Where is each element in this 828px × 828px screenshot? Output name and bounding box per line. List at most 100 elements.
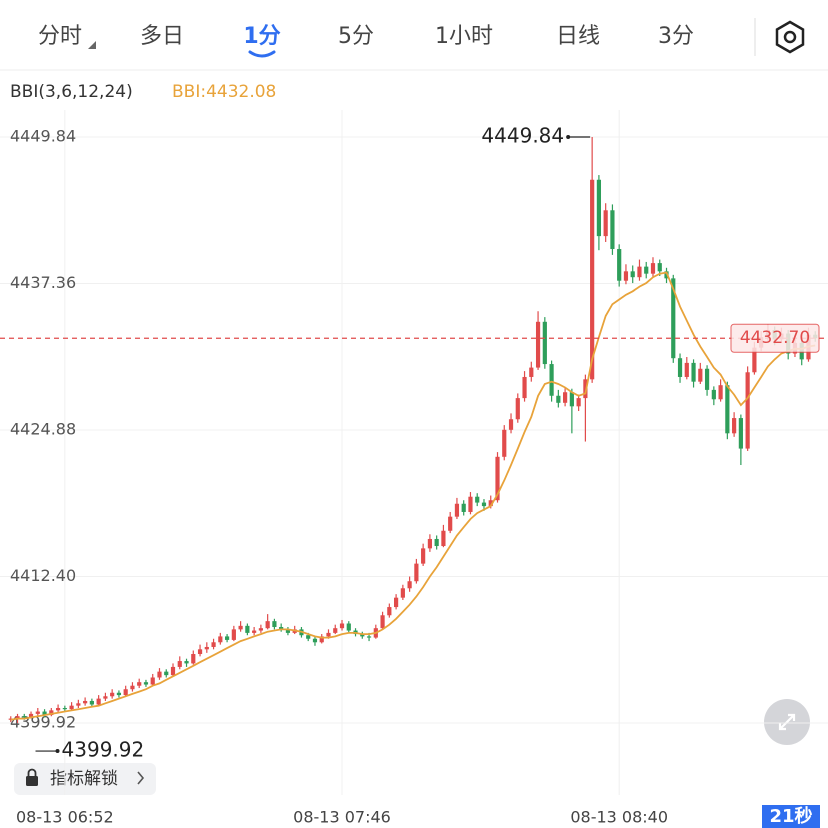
current-price-box	[730, 323, 820, 353]
candle-body	[488, 500, 493, 507]
candle-body	[22, 716, 27, 718]
candle-body	[563, 392, 568, 403]
candle-body	[529, 367, 534, 377]
candle-body	[333, 628, 338, 633]
candle-body	[515, 398, 520, 420]
min-label: 4399.92	[62, 738, 145, 762]
candle-body	[42, 711, 47, 716]
candle-body	[671, 278, 676, 359]
x-tick-label: 08-13 06:52	[16, 808, 114, 827]
tab[interactable]: 日线	[556, 24, 600, 49]
candle-body	[339, 623, 345, 629]
candle-body	[130, 685, 135, 690]
candle-body	[76, 703, 81, 706]
tab[interactable]: 分时	[38, 24, 82, 49]
candle-body	[272, 621, 277, 628]
candle-body	[448, 516, 453, 531]
candle-body	[380, 615, 385, 629]
candle-body	[360, 634, 365, 637]
candle-body	[346, 623, 351, 631]
countdown: 21秒	[769, 805, 812, 827]
candle-body	[461, 503, 466, 512]
candle-body	[312, 638, 318, 643]
candle-body	[211, 642, 216, 647]
candle-body	[265, 621, 270, 629]
min-dot	[55, 749, 60, 754]
lock-button-bg[interactable]	[14, 763, 156, 795]
lock-shackle	[27, 768, 37, 776]
candle-body	[711, 389, 716, 400]
candle-body	[123, 689, 128, 696]
candle-body	[610, 210, 615, 250]
candle-body	[306, 635, 311, 639]
candle-body	[110, 692, 115, 697]
candle-body	[224, 636, 230, 640]
tab[interactable]: 1分	[243, 24, 280, 49]
candle-body	[684, 362, 689, 377]
lock-body	[26, 776, 38, 786]
active-tab-indicator	[248, 50, 276, 58]
indicator-value: BBI:4432.08	[172, 82, 276, 102]
settings-hexagon	[775, 20, 805, 54]
candle-body	[475, 496, 480, 503]
candle-body	[62, 708, 67, 710]
candle-body	[137, 682, 142, 686]
candle-body	[252, 630, 257, 633]
candle-body	[177, 661, 182, 667]
candle-body	[745, 372, 750, 449]
candle-body	[522, 376, 527, 399]
tab[interactable]: 1小时	[435, 24, 493, 49]
tab[interactable]: 3分	[658, 24, 694, 49]
candle-body	[677, 358, 683, 377]
candle-body	[421, 548, 426, 564]
candle-body	[279, 627, 284, 630]
lock-button[interactable]: 指标解锁	[50, 769, 118, 789]
candle-body	[103, 696, 108, 699]
candle-body	[258, 628, 263, 631]
x-tick-label: 08-13 08:40	[570, 808, 668, 827]
candle-body	[556, 395, 561, 403]
settings-icon[interactable]	[775, 20, 805, 54]
candle-body	[502, 429, 507, 457]
tab[interactable]: 5分	[338, 24, 374, 49]
candle-body	[725, 385, 730, 434]
candle-body	[623, 271, 629, 281]
candle-body	[231, 629, 236, 640]
tab[interactable]: 多日	[140, 24, 184, 49]
candle-body	[644, 266, 649, 274]
candle-body	[535, 321, 541, 368]
candle-body	[245, 625, 250, 633]
y-tick-label: 4412.40	[10, 566, 76, 585]
candle-body	[69, 705, 74, 710]
candle-body	[150, 677, 155, 685]
candle-body	[603, 210, 608, 237]
candle-body	[326, 632, 331, 637]
candle-body	[569, 392, 574, 407]
y-tick-label: 4449.84	[10, 127, 76, 146]
settings-center	[783, 30, 797, 44]
candle-body	[732, 418, 737, 434]
candle-body	[157, 671, 162, 678]
candle-body	[89, 700, 94, 705]
candle-body	[366, 636, 372, 638]
max-dot	[566, 135, 571, 140]
candle-body	[143, 682, 149, 685]
candle-body	[197, 649, 203, 655]
candle-body	[542, 321, 547, 365]
candle-body	[394, 597, 399, 608]
current-price-label: 4432.70	[740, 328, 810, 348]
candle-body	[49, 710, 54, 716]
candle-body	[583, 379, 588, 399]
x-tick-label: 08-13 07:46	[293, 808, 391, 827]
candle-body	[414, 563, 419, 582]
candle-body	[28, 713, 34, 718]
candle-body	[441, 530, 446, 547]
lock-icon	[26, 768, 38, 786]
candle-body	[434, 538, 439, 547]
candle-body	[238, 625, 243, 630]
max-label: 4449.84	[481, 124, 564, 148]
indicator-name: BBI(3,6,12,24)	[10, 82, 133, 102]
candle-body	[83, 700, 88, 704]
candle-body	[170, 666, 176, 676]
